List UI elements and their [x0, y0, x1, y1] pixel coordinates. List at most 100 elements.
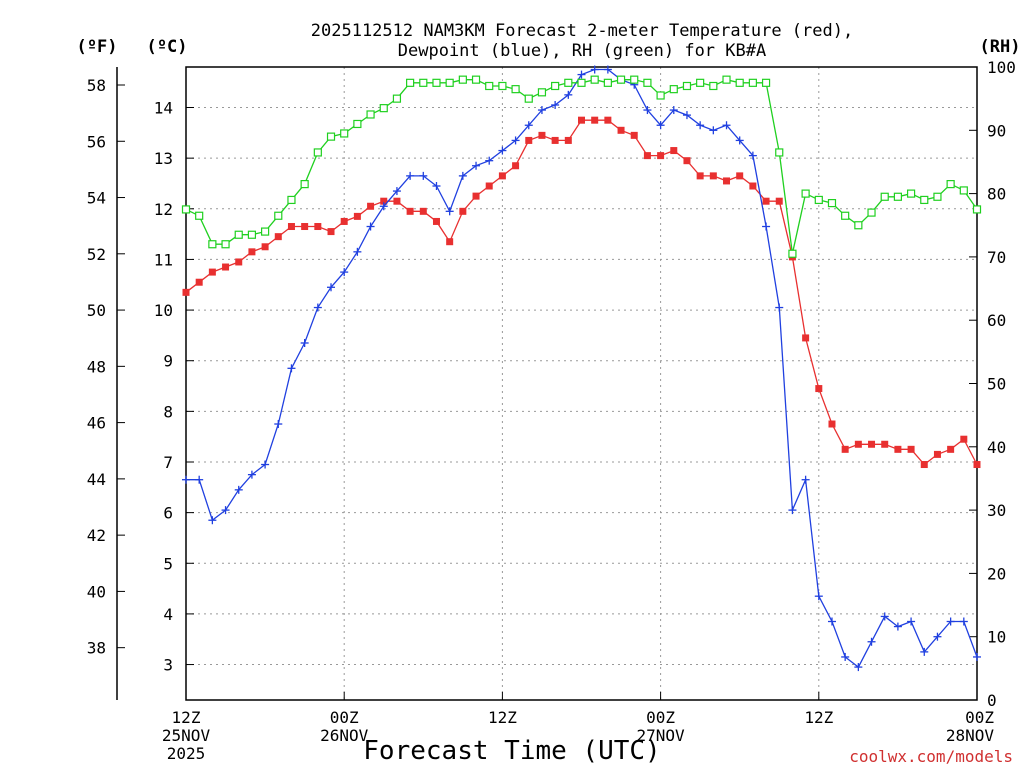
- rh-point: [445, 78, 454, 87]
- rh-point: [181, 205, 191, 214]
- credit-link[interactable]: coolwx.com/models: [849, 747, 1013, 766]
- rh-point: [761, 78, 771, 87]
- temperature-point: [868, 440, 876, 448]
- temperature-point: [578, 116, 585, 124]
- dewpoint-point: [959, 617, 968, 626]
- dewpoint-point: [656, 121, 665, 130]
- rh-point: [920, 195, 929, 205]
- rh-tick-label: 10: [987, 628, 1006, 647]
- temperature-point: [696, 172, 704, 180]
- rh-point: [406, 78, 415, 87]
- plot-frame: [185, 66, 978, 701]
- unit-rh-label: (RH): [980, 37, 1021, 57]
- rh-point: [485, 81, 494, 91]
- dewpoint-point: [511, 136, 520, 145]
- temperature-point: [815, 385, 823, 393]
- temperature-point: [630, 131, 638, 139]
- x-tick-date-label: 28NOV: [946, 726, 995, 745]
- dewpoint-point: [907, 617, 916, 626]
- rh-point: [498, 81, 507, 91]
- rh-point: [432, 78, 441, 87]
- rh-point: [906, 189, 916, 198]
- temperature-point: [881, 440, 889, 448]
- temperature-point: [960, 435, 968, 443]
- x-tick-date-label: 25NOV: [162, 726, 211, 745]
- rh-point: [669, 85, 678, 94]
- rh-point: [656, 91, 665, 100]
- x-tick-year-label: 2025: [167, 744, 206, 763]
- celsius-tick-label: 6: [163, 504, 173, 523]
- dewpoint-point: [195, 475, 204, 484]
- dewpoint-point: [208, 516, 217, 525]
- dewpoint-point: [485, 156, 494, 165]
- dewpoint-point: [801, 475, 810, 484]
- x-tick-time-label: 12Z: [488, 708, 517, 727]
- rh-point: [709, 81, 718, 91]
- axes: 3456789101112131438404244464850525456580…: [87, 58, 1016, 763]
- temperature-point: [182, 288, 190, 296]
- fahrenheit-tick-label: 52: [87, 245, 106, 264]
- x-tick-time-label: 00Z: [646, 708, 675, 727]
- dewpoint-point: [709, 126, 718, 135]
- fahrenheit-tick-label: 40: [87, 582, 106, 601]
- dewpoint-point: [590, 65, 599, 74]
- temperature-point: [564, 136, 572, 144]
- temperature-point: [591, 116, 599, 124]
- dewpoint-point: [537, 106, 546, 115]
- celsius-tick-label: 10: [154, 301, 173, 320]
- dewpoint-point: [221, 506, 230, 515]
- temperature-point: [762, 197, 770, 205]
- temperature-point: [749, 182, 757, 190]
- dewpoint-point: [735, 136, 744, 145]
- temperature-point: [894, 445, 902, 453]
- fahrenheit-tick-label: 54: [87, 189, 106, 208]
- dewpoint-point: [340, 268, 349, 277]
- rh-point: [801, 189, 810, 198]
- rh-tick-label: 30: [987, 501, 1006, 520]
- temperature-point: [802, 334, 810, 342]
- dewpoint-point: [261, 460, 270, 469]
- rh-tick-label: 20: [987, 564, 1006, 583]
- rh-point: [788, 249, 797, 258]
- rh-point: [722, 75, 731, 84]
- fahrenheit-tick-label: 38: [87, 639, 106, 658]
- dewpoint-point: [300, 338, 309, 347]
- celsius-tick-label: 5: [163, 554, 173, 573]
- dewpoint-point: [353, 247, 362, 256]
- rh-point: [326, 132, 336, 141]
- temperature-point: [920, 461, 928, 469]
- temperature-point: [301, 223, 309, 231]
- rh-point: [630, 75, 639, 84]
- temperature-point: [973, 461, 981, 469]
- celsius-tick-label: 14: [154, 99, 173, 118]
- celsius-tick-label: 11: [154, 250, 173, 269]
- dewpoint-point: [814, 592, 823, 601]
- dewpoint-point: [920, 647, 929, 656]
- rh-point: [814, 195, 823, 205]
- series-line: [186, 68, 978, 669]
- dewpoint-point: [182, 475, 190, 484]
- series-group: [181, 65, 982, 672]
- rh-point: [564, 78, 573, 87]
- temperature-point: [617, 126, 625, 134]
- temperature-point: [195, 278, 203, 286]
- celsius-tick-label: 7: [163, 453, 173, 472]
- x-tick-date-label: 26NOV: [320, 726, 369, 745]
- series-open-square: [181, 75, 982, 258]
- rh-point: [221, 240, 230, 249]
- rh-point: [551, 81, 560, 91]
- dewpoint-point: [880, 612, 889, 621]
- series-filled-square: [182, 116, 981, 469]
- fahrenheit-tick-label: 50: [87, 301, 106, 320]
- dewpoint-point: [234, 485, 243, 494]
- rh-point: [511, 85, 520, 94]
- temperature-point: [828, 420, 836, 428]
- dewpoint-point: [498, 146, 507, 155]
- celsius-tick-label: 12: [154, 200, 173, 219]
- rh-point: [458, 75, 467, 84]
- temperature-point: [498, 172, 506, 180]
- rh-point: [379, 104, 388, 113]
- temperature-point: [643, 152, 651, 160]
- temperature-point: [775, 197, 783, 205]
